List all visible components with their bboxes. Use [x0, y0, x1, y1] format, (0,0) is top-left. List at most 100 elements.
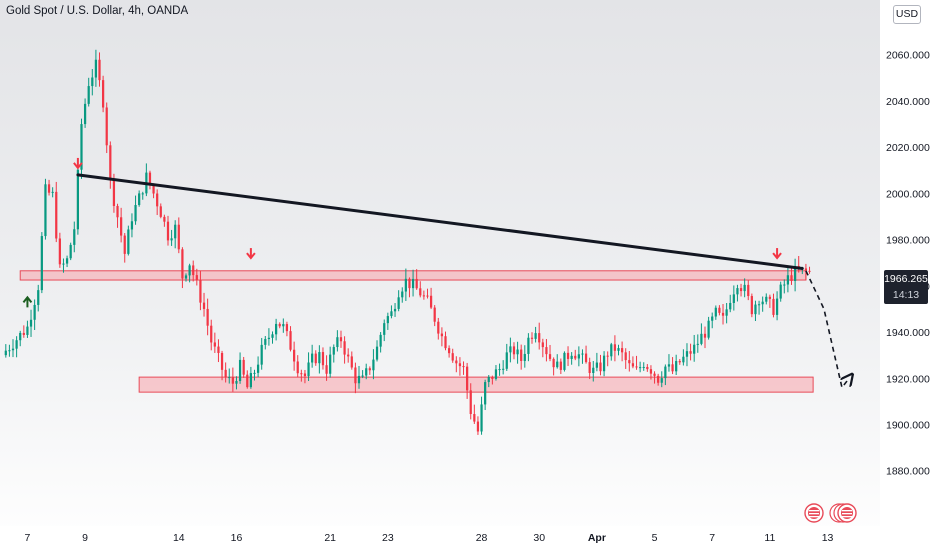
candle: [642, 362, 645, 371]
candle: [494, 365, 498, 381]
candle: [520, 344, 523, 370]
candle: [577, 346, 580, 367]
candle: [610, 342, 613, 361]
candle: [130, 213, 134, 238]
candle: [8, 344, 11, 357]
candle: [314, 350, 317, 366]
candle: [635, 355, 638, 370]
candle: [332, 344, 335, 363]
candle: [466, 362, 469, 399]
candle: [505, 343, 508, 371]
candle: [411, 269, 415, 297]
candle: [224, 362, 227, 383]
candle: [264, 335, 267, 350]
drawings-layer: [22, 157, 849, 390]
event-badges[interactable]: [803, 502, 859, 524]
candle: [383, 319, 386, 342]
y-tick-label: 2040.000: [886, 96, 930, 108]
candle: [793, 258, 797, 292]
candle: [588, 357, 591, 380]
candle: [693, 334, 696, 362]
candle: [29, 309, 33, 337]
candle: [375, 340, 379, 362]
candle: [339, 330, 343, 348]
candle: [184, 273, 188, 282]
candle: [570, 352, 573, 365]
candle: [768, 294, 771, 308]
candle: [502, 360, 505, 375]
currency-button[interactable]: USD: [893, 5, 921, 24]
candle: [469, 383, 472, 420]
candle: [498, 363, 501, 376]
candle: [141, 191, 144, 200]
candle: [628, 350, 631, 372]
candle: [105, 102, 108, 154]
candle: [80, 118, 83, 179]
candle: [76, 165, 80, 235]
candle: [220, 350, 224, 381]
candle: [711, 312, 714, 329]
projection-path[interactable]: [805, 270, 849, 390]
candle: [350, 351, 353, 370]
candle: [156, 189, 159, 216]
candle: [347, 348, 350, 363]
y-tick-label: 2060.000: [886, 50, 930, 62]
candle: [678, 359, 681, 365]
x-tick-label: 14: [173, 532, 185, 544]
candle: [685, 343, 689, 367]
candle: [22, 325, 25, 338]
candle: [595, 352, 598, 372]
candle: [303, 369, 307, 384]
candle: [761, 296, 764, 312]
candle: [556, 354, 559, 369]
candle: [33, 299, 36, 331]
candle: [357, 365, 361, 389]
candle: [447, 345, 451, 358]
candle: [487, 375, 490, 388]
candle: [739, 283, 743, 297]
us-flag-icon[interactable]: [804, 503, 824, 523]
x-tick-label: 11: [764, 532, 775, 544]
candle: [613, 335, 617, 362]
candle: [624, 348, 627, 369]
candle: [311, 344, 314, 368]
candle: [714, 305, 717, 320]
candle: [649, 365, 653, 380]
y-tick-label: 1880.000: [886, 466, 930, 478]
candle: [408, 277, 411, 298]
candle: [11, 339, 15, 358]
candle: [534, 326, 537, 343]
last-price-value: 1966.265: [884, 273, 928, 285]
candle: [444, 331, 447, 351]
candle: [473, 404, 476, 424]
us-flag-stack-icon[interactable]: [829, 503, 857, 523]
candle: [552, 357, 555, 376]
candle: [256, 356, 260, 378]
candle: [101, 75, 105, 113]
x-tick-label: 23: [382, 532, 394, 544]
candle: [721, 304, 725, 325]
descending-trendline[interactable]: [76, 173, 804, 270]
candle: [148, 170, 152, 190]
candle: [775, 291, 779, 321]
support-zone[interactable]: [138, 376, 814, 393]
candle: [138, 190, 141, 207]
candle: [538, 322, 541, 350]
candle: [361, 370, 364, 379]
candle: [707, 316, 710, 340]
candle: [192, 260, 195, 282]
candle: [404, 268, 407, 301]
candle: [246, 370, 249, 389]
candle: [109, 141, 112, 189]
candle: [559, 358, 562, 375]
candle: [278, 322, 281, 329]
candle: [700, 323, 703, 346]
candle: [390, 305, 393, 319]
candle: [646, 364, 649, 372]
candle: [725, 302, 728, 324]
time-axis[interactable]: 7 9 14 16 21 23 28 30 Apr 5 7 11 13: [0, 526, 932, 550]
candle: [336, 330, 339, 352]
candle: [26, 320, 29, 338]
candle: [516, 341, 519, 364]
